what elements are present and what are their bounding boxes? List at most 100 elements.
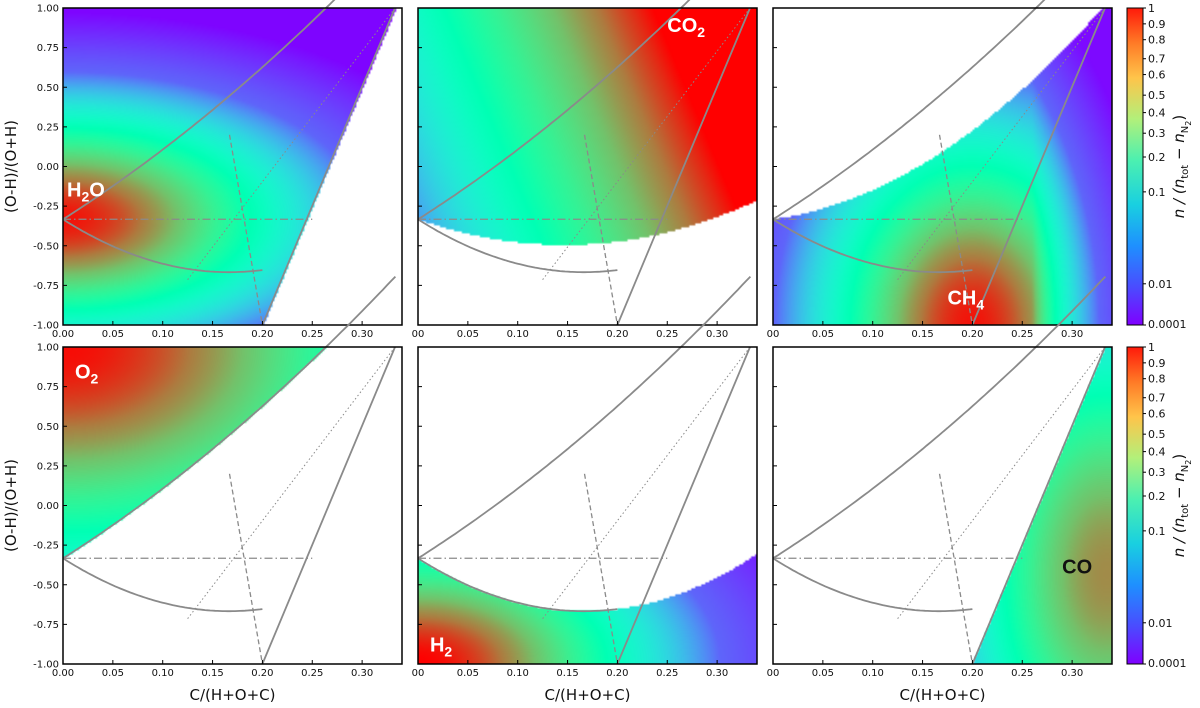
species-base: H <box>67 180 81 202</box>
x-tick-label: 0.25 <box>1011 329 1033 340</box>
x-tick-label: 0.05 <box>812 329 834 340</box>
colorbar-tick-label: 0.0001 <box>1148 657 1187 670</box>
colorbar-tick-label: 1 <box>1148 2 1155 15</box>
x-tick-label: 0.20 <box>606 329 628 340</box>
reference-dotted-line <box>542 346 751 619</box>
species-label: H2O <box>67 180 105 205</box>
reference-dashed-line <box>228 473 264 665</box>
x-tick-label: 0.25 <box>1011 668 1033 679</box>
x-tick-label: 0.05 <box>457 668 479 679</box>
panel-4: 0.00 0.05 0.10 0.15 0.20 0.25 0.30 1.00 0.75 0.50… <box>33 275 403 679</box>
colorbar-tick-label: 0.5 <box>1148 89 1166 102</box>
species-base: CH <box>947 287 976 309</box>
y-tick-label: -0.50 <box>33 580 59 591</box>
y-tick-label: -1.00 <box>33 660 59 671</box>
x-tick-label: 0.05 <box>102 668 124 679</box>
x-tick-label: 0.20 <box>251 329 273 340</box>
colorbar-frame <box>1126 346 1144 665</box>
reference-dotted-line <box>187 346 396 619</box>
boundary-lower-curve <box>772 557 973 613</box>
colorbar-tick-label: 0.9 <box>1148 357 1166 370</box>
y-tick-label: 0.75 <box>37 382 59 393</box>
x-axis-label: C/(H+O+C) <box>190 686 276 704</box>
colorbar-tick-label: 0.9 <box>1148 18 1166 31</box>
colorbar-tick-label: 0.7 <box>1148 53 1166 66</box>
x-tick-label: 0.30 <box>706 668 728 679</box>
y-tick-label: 0.50 <box>37 83 59 94</box>
panel-6: 00 0.05 0.10 0.15 0.20 0.25 0.30 CO <box>767 275 1113 679</box>
x-tick-label: 0.25 <box>656 668 678 679</box>
x-tick-label: 0.20 <box>251 668 273 679</box>
colorbar-tick-label: 0.2 <box>1148 490 1166 503</box>
x-tick-label: 0.15 <box>201 329 223 340</box>
colorbar-1: 1 0.9 0.8 0.7 0.6 0.5 0.4 0.3 0.2 0.1 0.01 0.0001 n … <box>1126 2 1193 331</box>
boundary-right-line <box>616 346 751 665</box>
colorbar-tick-label: 0.8 <box>1148 373 1166 386</box>
colorbar-tick-label: 0.01 <box>1148 278 1173 291</box>
colorbar-2: 1 0.9 0.8 0.7 0.6 0.5 0.4 0.3 0.2 0.1 0.01 0.0001 n … <box>1126 341 1193 670</box>
x-tick-label: 00 <box>767 329 780 340</box>
boundary-upper-curve <box>772 275 1107 560</box>
species-subscript: 2 <box>697 24 705 40</box>
boundary-lower-curve <box>417 218 618 274</box>
x-tick-label: 0.20 <box>961 329 983 340</box>
boundary-upper-curve <box>772 0 1046 221</box>
boundary-right-line <box>971 7 1106 326</box>
reference-dotted-line <box>187 7 396 280</box>
x-tick-label: 0.10 <box>152 329 174 340</box>
species-base: H <box>430 634 444 656</box>
reference-dotted-line <box>897 7 1106 280</box>
species-subscript: 4 <box>976 296 984 312</box>
colorbar-tick-label: 0.3 <box>1148 127 1166 140</box>
y-tick-label: -0.75 <box>33 281 59 292</box>
species-subscript: 2 <box>81 189 89 205</box>
boundary-right-line <box>261 7 396 326</box>
x-tick-label: 0.10 <box>507 668 529 679</box>
y-tick-label: 0.00 <box>37 162 59 173</box>
x-axis-label: C/(H+O+C) <box>545 686 631 704</box>
colorbar-tick-label: 0.6 <box>1148 69 1166 82</box>
boundary-upper-curve <box>62 0 336 221</box>
boundary-right-line <box>971 346 1106 665</box>
colorbar-tick-label: 0.3 <box>1148 466 1166 479</box>
y-tick-label: 0.75 <box>37 43 59 54</box>
x-tick-label: 0.05 <box>457 329 479 340</box>
colorbar-tick-label: 0.1 <box>1148 186 1166 199</box>
colorbar-tick-label: 0.7 <box>1148 392 1166 405</box>
panel-1: 0.00 0.05 0.10 0.15 0.20 0.25 0.30 1.00 0.75 0.50… <box>33 0 403 340</box>
y-tick-label: -0.25 <box>33 541 59 552</box>
boundary-lower-curve <box>62 557 263 613</box>
x-tick-label: 00 <box>412 329 425 340</box>
x-tick-label: 0.20 <box>606 668 628 679</box>
colorbar-gradient <box>1127 8 1143 325</box>
panel-grid: 0.00 0.05 0.10 0.15 0.20 0.25 0.30 1.00 0.75 0.50… <box>33 0 1113 679</box>
x-tick-label: 0.30 <box>1061 668 1083 679</box>
boundary-right-line <box>261 346 396 665</box>
panel-3: 00 0.05 0.10 0.15 0.20 0.25 0.30 CH4 <box>767 0 1113 340</box>
species-base: O <box>75 362 91 384</box>
y-tick-label: 1.00 <box>37 4 59 15</box>
boundary-right-line <box>616 7 751 326</box>
reference-dotted-line <box>542 7 751 280</box>
reference-dotted-line <box>897 346 1106 619</box>
y-tick-label: 0.25 <box>37 122 59 133</box>
x-tick-label: 0.15 <box>911 668 933 679</box>
x-tick-label: 0.10 <box>862 329 884 340</box>
reference-dashed-line <box>228 134 264 326</box>
species-subscript: 2 <box>444 643 452 659</box>
x-tick-label: 0.15 <box>201 668 223 679</box>
boundary-lower-curve <box>417 557 618 613</box>
species-base: CO <box>1062 557 1092 579</box>
species-subscript: 2 <box>91 371 99 387</box>
heatmap-2 <box>418 8 757 325</box>
species-base: CO <box>667 15 697 37</box>
boundary-lower-curve <box>772 218 973 274</box>
boundary-upper-curve <box>417 275 752 560</box>
y-tick-label: 0.25 <box>37 461 59 472</box>
x-tick-label: 0.15 <box>556 668 578 679</box>
x-tick-label: 0.00 <box>52 668 74 679</box>
colorbar-tick-label: 0.2 <box>1148 151 1166 164</box>
boundary-upper-curve <box>417 0 691 221</box>
species-label: CO2 <box>667 15 705 40</box>
